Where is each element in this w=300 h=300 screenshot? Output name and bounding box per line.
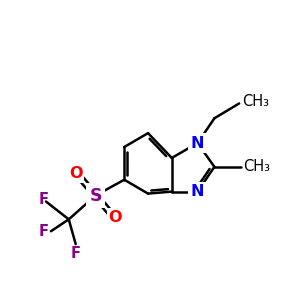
Text: CH₃: CH₃ — [243, 159, 270, 174]
Text: N: N — [191, 184, 204, 199]
Text: O: O — [69, 166, 82, 181]
Text: F: F — [71, 246, 81, 261]
Text: F: F — [39, 224, 49, 239]
Text: F: F — [39, 192, 49, 207]
Text: CH₃: CH₃ — [242, 94, 269, 109]
Text: S: S — [89, 187, 102, 205]
Text: N: N — [191, 136, 204, 151]
Text: O: O — [109, 210, 122, 225]
